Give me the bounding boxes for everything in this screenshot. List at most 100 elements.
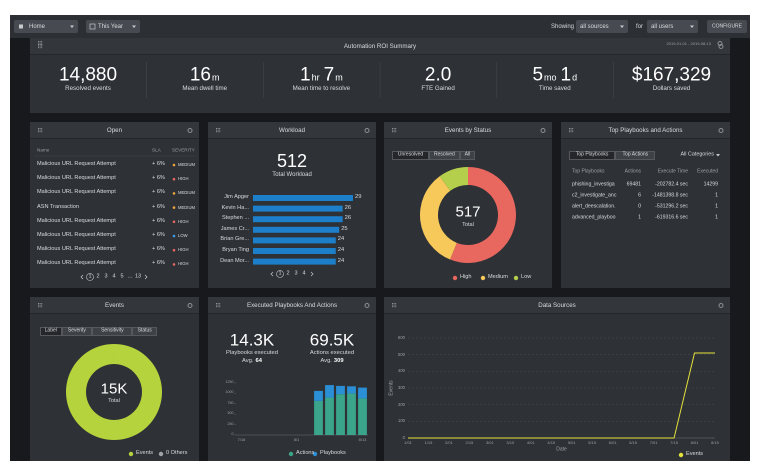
tab-label[interactable]: Sensitivity <box>101 327 124 334</box>
drag-handle-dot <box>393 128 395 129</box>
date-range: 2019-01-01 - 2019-08-13 <box>666 40 711 46</box>
metric-value: 2.0 <box>425 66 451 85</box>
page-link[interactable]: ... <box>127 273 133 280</box>
prev-page-icon <box>80 274 84 280</box>
tab[interactable] <box>40 326 62 336</box>
bar-value: 26 <box>344 204 352 211</box>
legend-swatch <box>158 451 164 457</box>
legend-swatch <box>480 275 486 281</box>
tab[interactable] <box>61 326 93 336</box>
drag-handle-dot <box>41 47 43 49</box>
y-tick-label: 500 <box>398 351 405 357</box>
x-tick-label: 3/15 <box>506 440 515 445</box>
severity-dot <box>172 220 176 224</box>
x-tick-label: 5/01 <box>567 440 576 445</box>
tab-label[interactable]: Top Actions <box>622 151 649 158</box>
page-link[interactable]: 2 <box>96 273 100 280</box>
x-tick-label: 6/01 <box>608 440 617 445</box>
x-tick-label: 4/15 <box>547 440 556 445</box>
bar-segment <box>314 400 323 435</box>
drag-handle-dot <box>217 129 219 131</box>
tab[interactable] <box>429 150 460 160</box>
panel-title: Events <box>105 301 124 309</box>
drag-handle-dot <box>38 304 39 306</box>
tab[interactable] <box>569 150 616 160</box>
category-filter[interactable]: All Categories <box>680 151 714 158</box>
panel-header <box>384 297 730 314</box>
tab-label[interactable]: All <box>464 151 471 158</box>
y-axis-label: Events <box>388 380 395 396</box>
drag-handle-dot <box>572 128 574 129</box>
settings-icon <box>364 303 370 308</box>
tab-label[interactable]: Label <box>44 327 57 334</box>
settings-icon <box>718 44 724 49</box>
y-tick-label: 200 <box>398 401 405 407</box>
y-tick-label: 0 <box>231 432 234 437</box>
y-tick-label: 100 <box>398 418 405 424</box>
y-tick-label: 250 <box>227 421 234 426</box>
configure-label[interactable]: CONFIGURE <box>712 23 742 29</box>
drag-handle-dot <box>38 128 39 129</box>
legend-label: Medium <box>488 274 508 281</box>
severity-label: MEDIUM <box>178 204 195 210</box>
tab-label[interactable]: Severity <box>67 327 86 334</box>
cell: Malicious URL Request Attempt <box>37 189 116 196</box>
drag-handle-dot <box>38 44 39 46</box>
drag-handle-dot <box>41 303 43 304</box>
cell: -531296.2 sec <box>655 203 688 210</box>
tab-label[interactable]: Top Playbooks <box>575 151 609 158</box>
x-tick-label: 8/13 <box>358 437 367 442</box>
page-link[interactable]: 1 <box>278 270 282 277</box>
page-link[interactable]: 3 <box>104 273 108 280</box>
x-axis-label: Date <box>556 446 567 453</box>
drag-handle-dot <box>38 42 39 44</box>
legend-swatch <box>312 451 318 457</box>
stat-average: Avg. 64 <box>242 358 262 365</box>
tab-label[interactable]: Unresolved <box>397 151 424 158</box>
tab-label[interactable]: Status <box>137 327 152 334</box>
panel-title: Top Playbooks and Actions <box>608 126 683 134</box>
x-tick-label: 1/01 <box>404 440 412 445</box>
metric-number: 14,880 <box>58 64 118 86</box>
tab[interactable] <box>392 150 429 160</box>
drag-handle-dot <box>41 41 43 42</box>
page-link[interactable]: 2 <box>286 270 290 277</box>
bar-segment <box>325 385 334 398</box>
tab-label[interactable]: Resolved <box>433 151 455 158</box>
page-link[interactable]: 13 <box>134 273 142 280</box>
drag-handle-dot <box>41 304 43 306</box>
tab[interactable] <box>92 326 133 336</box>
column-header: Execute Time <box>657 168 688 175</box>
drag-handle-dot <box>38 303 39 304</box>
period-dropdown[interactable] <box>86 20 140 33</box>
drag-handle-dot <box>393 304 395 306</box>
metric-unit: m <box>212 72 220 83</box>
x-tick-label: 6/15 <box>629 440 638 445</box>
tab[interactable] <box>459 150 476 160</box>
cell: Malicious URL Request Attempt <box>37 246 116 253</box>
page-link[interactable]: 4 <box>302 270 306 277</box>
page-link[interactable]: 5 <box>120 273 124 280</box>
legend-swatch <box>128 451 134 457</box>
tab[interactable] <box>615 150 656 160</box>
donut-ring <box>65 344 162 441</box>
users-dropdown[interactable] <box>647 20 698 33</box>
severity-dot <box>172 248 176 252</box>
metric-unit: hr <box>311 72 320 83</box>
page-link[interactable]: 1 <box>88 273 92 280</box>
sources-dropdown[interactable] <box>576 20 628 33</box>
configure-button[interactable] <box>707 20 747 33</box>
cell: 1 <box>715 214 718 221</box>
drag-handle-dot <box>570 128 572 129</box>
column-header: Name <box>37 147 50 153</box>
cell: 69481 <box>626 181 641 188</box>
tab[interactable] <box>132 326 157 336</box>
page-link[interactable]: 3 <box>294 270 298 277</box>
cell: + 6% <box>152 260 165 267</box>
page-link[interactable]: 4 <box>112 273 116 280</box>
home-dropdown[interactable] <box>14 20 78 33</box>
drag-handle-dot <box>39 304 41 306</box>
drag-handle-dot <box>216 303 217 304</box>
drag-handle-dot <box>393 129 395 131</box>
